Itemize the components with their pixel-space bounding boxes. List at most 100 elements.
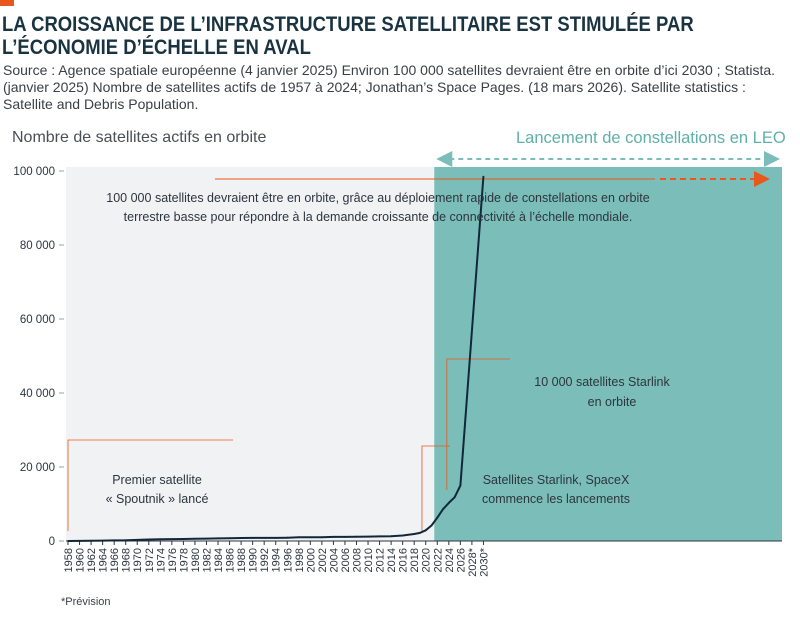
x-tick-label: 1994 xyxy=(271,548,283,572)
annotation-sputnik-line1: Premier satellite xyxy=(112,473,202,487)
series-point xyxy=(447,502,450,504)
x-tick-label: 2026 xyxy=(455,548,467,572)
series-point xyxy=(355,535,358,538)
x-tick-label: 1990 xyxy=(248,548,260,572)
starlink-start-connector xyxy=(421,445,450,531)
x-tick-label: 2010 xyxy=(363,548,375,572)
starlink-10k-connector xyxy=(446,358,510,490)
chart-title-line2: L’ÉCONOMIE D’ÉCHELLE EN AVAL xyxy=(2,35,311,59)
series-point xyxy=(240,537,243,539)
series-line xyxy=(67,176,485,542)
x-tick-label: 1996 xyxy=(282,548,294,572)
series-point xyxy=(419,532,421,534)
series-point xyxy=(90,539,92,542)
x-tick-label: 1972 xyxy=(144,548,156,572)
series-point xyxy=(436,516,439,519)
x-tick-label: 1958 xyxy=(63,548,75,572)
y-tick-label: 40 000 xyxy=(20,388,55,400)
x-tick-label: 2020 xyxy=(421,548,433,572)
x-tick-label: 1978 xyxy=(178,548,190,572)
y-axis-label: Nombre de satellites actifs en orbite xyxy=(12,129,267,146)
series-point xyxy=(251,537,254,539)
x-tick-label: 1992 xyxy=(259,548,271,572)
x-tick-label: 2018 xyxy=(409,548,421,572)
footnote: *Prévision xyxy=(61,596,111,608)
series-point xyxy=(228,537,231,540)
series-point xyxy=(321,536,323,539)
annotation-starlink-start-line1: Satellites Starlink, SpaceX xyxy=(483,473,630,487)
x-tick-label: 1986 xyxy=(225,548,237,572)
x-tick-label: 2022 xyxy=(432,548,444,572)
series-point xyxy=(424,529,427,532)
series-point xyxy=(274,537,277,539)
series-point xyxy=(78,540,81,542)
x-tick-label: 2004 xyxy=(328,548,340,572)
series-point xyxy=(413,533,416,535)
series-point xyxy=(430,524,433,527)
annotation-100k-line1: 100 000 satellites devraient être en orb… xyxy=(106,191,649,205)
y-tick-label: 20 000 xyxy=(20,462,55,474)
series-point xyxy=(297,536,300,539)
accent-bar xyxy=(0,0,14,6)
series-point xyxy=(194,537,196,540)
annotation-starlink-start-line2: commence les lancements xyxy=(482,492,630,506)
series-point xyxy=(332,536,335,538)
x-tick-label: 1966 xyxy=(109,548,121,572)
series-point xyxy=(459,484,462,487)
x-tick-label: 2002 xyxy=(317,548,329,572)
series-point xyxy=(390,535,392,538)
chart-title-line1: LA CROISSANCE DE L’INFRASTRUCTURE SATELL… xyxy=(2,12,694,36)
x-tick-label: 2024 xyxy=(444,548,456,572)
y-axis-ticks: 0 20 000 40 000 60 000 80 000 100 000 xyxy=(13,166,64,548)
x-tick-label: 1998 xyxy=(294,548,306,572)
x-tick-label: 2030* xyxy=(478,547,490,576)
leo-band-rect xyxy=(434,167,782,541)
x-tick-label: 2012 xyxy=(375,548,387,572)
x-tick-label: 1982 xyxy=(201,548,213,572)
series-point xyxy=(367,535,369,538)
series-point xyxy=(182,538,185,540)
chart-source: Source : Agence spatiale européenne (4 j… xyxy=(3,62,776,112)
series-point xyxy=(136,539,139,541)
x-tick-label: 2008 xyxy=(352,548,364,572)
x-tick-label: 2000 xyxy=(305,548,317,572)
series-point xyxy=(159,538,162,541)
series-point xyxy=(113,539,116,542)
series-point xyxy=(482,175,485,178)
y-tick-label: 60 000 xyxy=(20,314,55,326)
series-point xyxy=(344,536,346,538)
series-point xyxy=(286,536,289,539)
annotation-100k-line2: terrestre basse pour répondre à la deman… xyxy=(124,210,633,224)
annotation-starlink-10k-line2: en orbite xyxy=(588,395,637,409)
series-point xyxy=(309,536,312,539)
y-tick-label: 100 000 xyxy=(13,166,55,178)
series-group xyxy=(67,175,485,542)
y-tick-label: 80 000 xyxy=(20,240,55,252)
y-tick-label: 0 xyxy=(49,536,55,548)
series-point xyxy=(263,537,266,539)
annotation-sputnik-line2: « Spoutnik » lancé xyxy=(106,492,209,506)
x-tick-label: 1984 xyxy=(213,548,225,572)
series-point xyxy=(124,539,127,542)
x-tick-label: 1980 xyxy=(190,548,202,572)
x-tick-label: 2016 xyxy=(398,548,410,572)
series-point xyxy=(171,538,173,540)
leo-band-label: Lancement de constellations en LEO xyxy=(516,129,786,147)
series-point xyxy=(378,535,381,538)
x-tick-label: 2006 xyxy=(340,548,352,572)
annotation-lines xyxy=(67,171,770,531)
series-point xyxy=(147,538,150,541)
series-point xyxy=(217,537,219,540)
series-point xyxy=(205,537,208,540)
x-tick-label: 1988 xyxy=(236,548,248,572)
chart-title: LA CROISSANCE DE L’INFRASTRUCTURE SATELL… xyxy=(2,12,694,59)
x-tick-label: 2028* xyxy=(467,547,479,576)
annotation-starlink-10k-line1: 10 000 satellites Starlink xyxy=(534,375,670,389)
series-point xyxy=(101,539,104,542)
sputnik-connector xyxy=(67,439,233,531)
x-tick-label: 1976 xyxy=(167,548,179,572)
x-tick-label: 1970 xyxy=(132,548,144,572)
x-tick-label: 1964 xyxy=(98,548,110,572)
leo-band xyxy=(434,151,782,541)
